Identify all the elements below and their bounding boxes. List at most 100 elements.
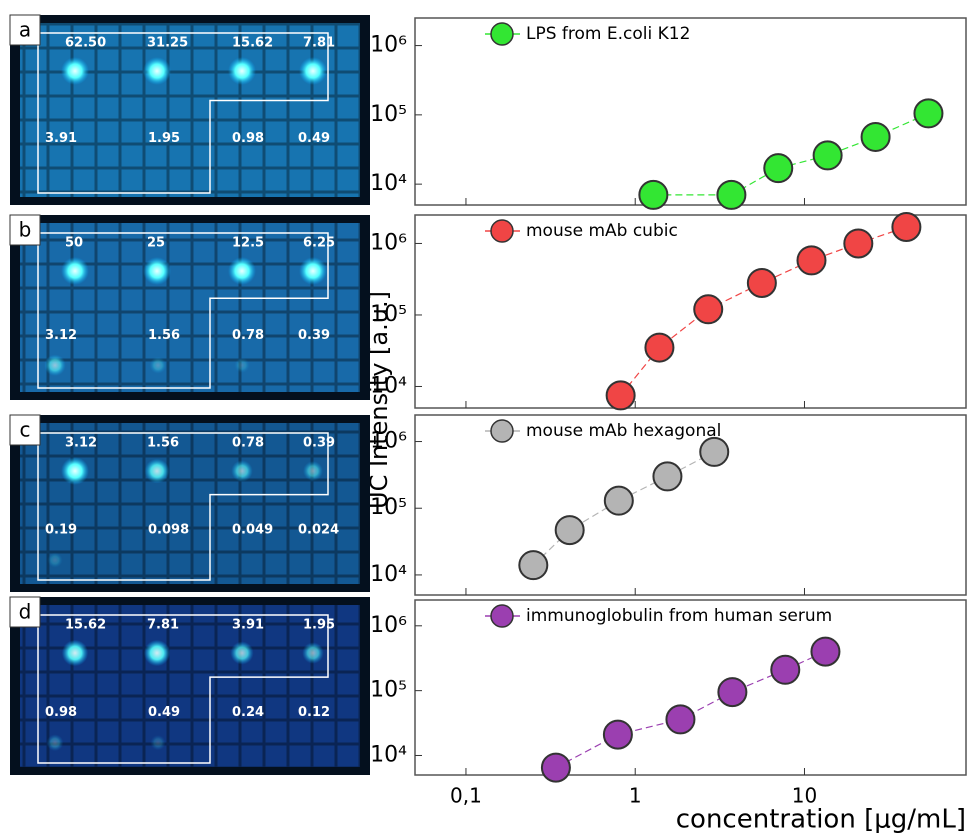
spot	[143, 57, 171, 85]
legend-marker	[491, 23, 513, 45]
marker	[771, 656, 799, 684]
spot	[228, 57, 256, 85]
y-tick-label: 10⁵	[370, 302, 407, 327]
marker	[811, 638, 839, 666]
panel-label: d	[19, 600, 32, 624]
spot-label: 15.62	[232, 36, 273, 51]
y-tick-label: 10⁵	[370, 678, 407, 703]
spot	[230, 641, 253, 664]
spot	[145, 459, 170, 484]
spot-label: 0.098	[148, 523, 189, 538]
spot-label: 3.91	[45, 131, 77, 146]
spot	[302, 642, 324, 664]
y-tick-label: 10⁴	[370, 562, 407, 587]
spot-label: 31.25	[147, 36, 188, 51]
plot-frame	[415, 215, 966, 408]
spot-label: 0.19	[45, 523, 77, 538]
spot-label: 0.78	[232, 328, 264, 343]
marker	[700, 438, 728, 466]
marker	[844, 229, 872, 257]
spot	[303, 461, 323, 481]
spot-label: 0.49	[148, 705, 180, 720]
marker	[645, 334, 673, 362]
marker	[718, 678, 746, 706]
spot	[44, 354, 66, 376]
legend-label: mouse mAb cubic	[526, 221, 678, 241]
spot-label: 0.024	[298, 523, 339, 538]
x-tick-label: 10	[792, 784, 817, 808]
spot	[234, 358, 249, 373]
marker	[604, 721, 632, 749]
spot-label: 0.12	[298, 705, 330, 720]
y-tick-label: 10⁴	[370, 171, 407, 196]
spot-label: 0.24	[232, 705, 264, 720]
spot	[62, 640, 88, 666]
marker	[653, 462, 681, 490]
marker	[556, 516, 584, 544]
spot	[61, 457, 89, 485]
spot	[143, 257, 171, 285]
x-tick-label: 1	[629, 784, 642, 808]
marker	[892, 213, 920, 241]
spot	[47, 552, 62, 567]
spot-label: 7.81	[147, 618, 179, 633]
plot-frame	[415, 18, 966, 205]
marker	[694, 295, 722, 323]
spot	[231, 460, 253, 482]
spot-label: 7.81	[303, 36, 335, 51]
spot	[61, 257, 89, 285]
y-tick-label: 10⁵	[370, 495, 407, 520]
spot-label: 3.91	[232, 618, 264, 633]
spot-label: 0.78	[232, 436, 264, 451]
spot-label: 0.39	[303, 436, 335, 451]
spot-label: 0.49	[298, 131, 330, 146]
y-tick-label: 10⁵	[370, 102, 407, 127]
y-tick-label: 10⁶	[370, 613, 407, 638]
marker	[605, 487, 633, 515]
marker	[519, 551, 547, 579]
spot	[299, 257, 327, 285]
y-tick-label: 10⁶	[370, 429, 407, 454]
legend-marker	[491, 420, 513, 442]
spot-label: 1.95	[148, 131, 180, 146]
spot	[228, 257, 256, 285]
spot-label: 1.56	[147, 436, 179, 451]
y-tick-label: 10⁴	[370, 742, 407, 767]
panel-label: a	[19, 18, 31, 42]
marker	[717, 181, 745, 209]
x-tick-label: 0,1	[450, 784, 482, 808]
spot-label: 62.50	[65, 36, 106, 51]
y-tick-label: 10⁶	[370, 230, 407, 255]
legend-label: LPS from E.coli K12	[526, 24, 690, 44]
spot-label: 1.56	[148, 328, 180, 343]
spot-label: 1.95	[303, 618, 335, 633]
spot	[61, 57, 89, 85]
legend-marker	[491, 220, 513, 242]
spot-label: 15.62	[65, 618, 106, 633]
marker	[764, 154, 792, 182]
spot	[150, 735, 165, 750]
spot-label: 0.39	[298, 328, 330, 343]
marker	[607, 381, 635, 409]
x-axis-label: concentration [μg/mL]	[676, 805, 966, 835]
spot	[144, 640, 170, 666]
spot-label: 25	[147, 236, 165, 251]
spot	[47, 734, 64, 751]
marker	[814, 141, 842, 169]
series-line	[653, 113, 928, 194]
spot-label: 0.049	[232, 523, 273, 538]
panel-label: b	[19, 218, 32, 242]
spot-label: 0.98	[232, 131, 264, 146]
spot-label: 50	[65, 236, 83, 251]
legend-label: mouse mAb hexagonal	[526, 421, 721, 441]
plot-frame	[415, 415, 966, 595]
panel-label: c	[20, 418, 31, 442]
marker	[639, 181, 667, 209]
spot-label: 3.12	[45, 328, 77, 343]
marker	[914, 99, 942, 127]
y-tick-label: 10⁶	[370, 33, 407, 58]
marker	[542, 754, 570, 782]
spot-label: 12.5	[232, 236, 264, 251]
y-tick-label: 10⁴	[370, 373, 407, 398]
marker	[797, 246, 825, 274]
